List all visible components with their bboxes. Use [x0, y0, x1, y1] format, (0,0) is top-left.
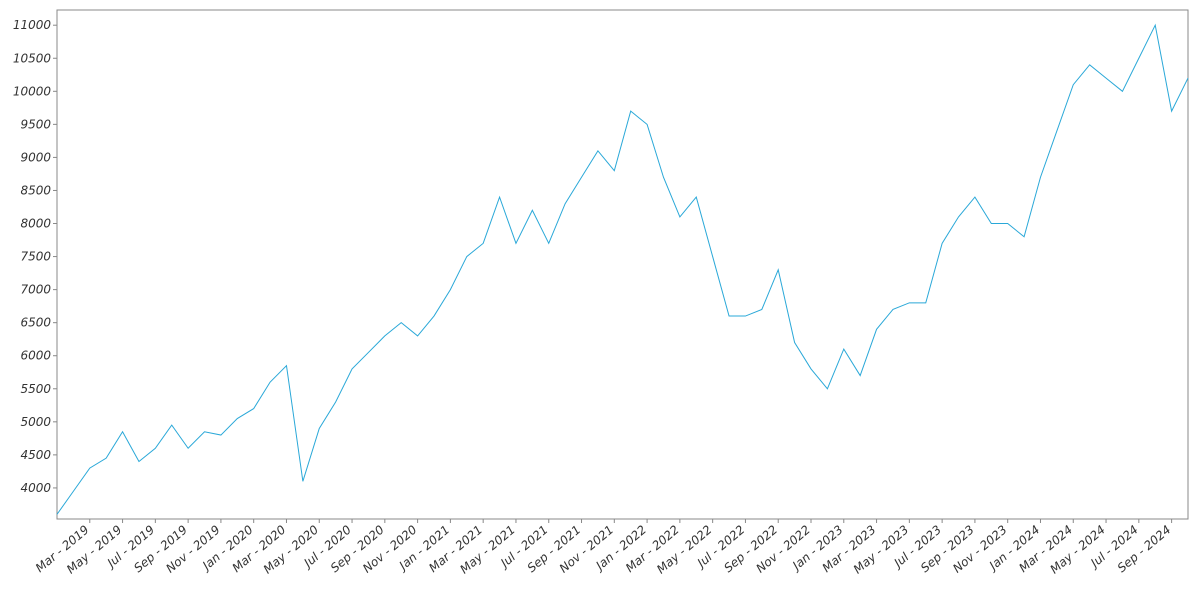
- y-tick-label: 10500: [13, 51, 52, 65]
- y-tick-label: 5500: [20, 382, 51, 396]
- y-tick-label: 9000: [20, 150, 51, 164]
- y-tick-label: 4000: [20, 481, 51, 495]
- y-tick-label: 6500: [20, 316, 51, 330]
- y-tick-label: 7500: [20, 250, 51, 264]
- y-tick-label: 4500: [20, 448, 51, 462]
- y-tick-label: 10000: [13, 84, 52, 98]
- y-tick-label: 7000: [20, 283, 51, 297]
- y-tick-label: 5000: [20, 415, 51, 429]
- y-tick-label: 6000: [20, 349, 51, 363]
- y-tick-label: 9500: [20, 117, 51, 131]
- y-tick-label: 8000: [20, 217, 51, 231]
- plot-frame: [56, 9, 1189, 520]
- y-tick-label: 8500: [20, 183, 51, 197]
- line-series: [56, 23, 1189, 515]
- y-tick-label: 11000: [13, 18, 52, 32]
